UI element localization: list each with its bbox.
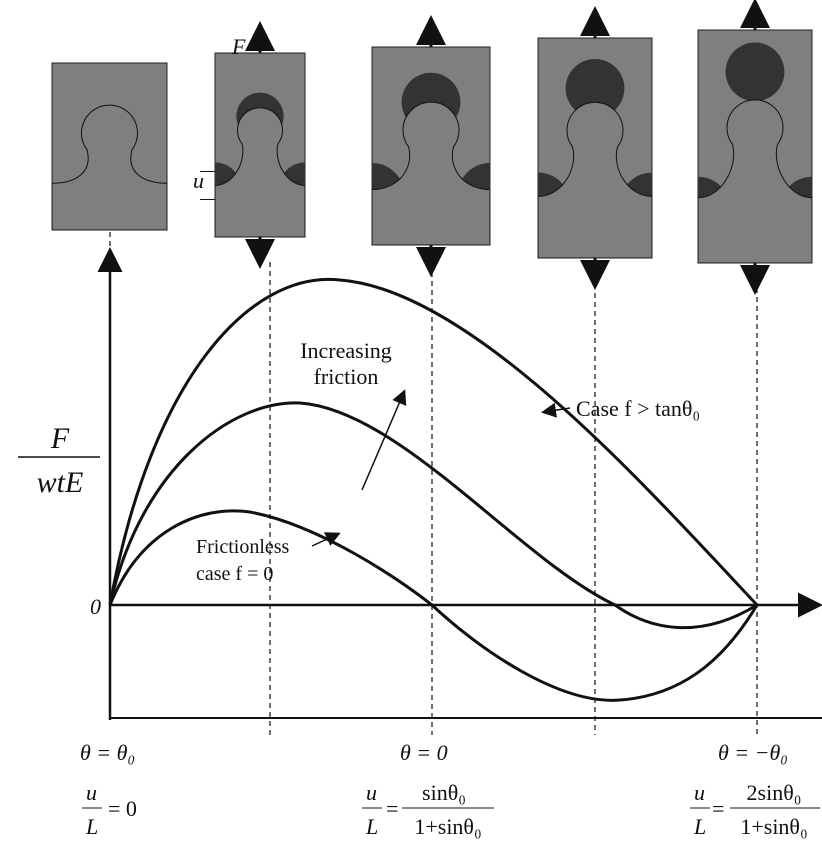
frac-rhs: = 0 <box>108 796 137 821</box>
u-label: u <box>193 168 204 193</box>
panel <box>52 63 167 230</box>
panel-inner <box>189 93 331 237</box>
frac-num: u <box>366 780 377 805</box>
equals: = <box>386 796 398 821</box>
panel-inner <box>506 59 684 258</box>
theta-label: θ = 0 <box>400 740 448 765</box>
x-label-0: θ = θ₀ u L = 0 <box>80 740 137 839</box>
frac-den: 1+sinθ₀ <box>740 814 807 839</box>
theta-label: θ = −θ₀ <box>718 740 788 765</box>
theta-label: θ = θ₀ <box>80 740 135 765</box>
panel-inner <box>340 73 522 245</box>
panel <box>506 12 684 284</box>
diagram: F wtE 0 F u Increasing friction Case f >… <box>0 0 822 844</box>
x-label-2: θ = −θ₀ u L = 2sinθ₀ 1+sinθ₀ <box>690 740 820 839</box>
annotation: Frictionless <box>196 536 290 558</box>
arrow <box>362 392 404 490</box>
origin-label: 0 <box>90 594 101 619</box>
frac-den: L <box>693 814 706 839</box>
frac-den: L <box>85 814 98 839</box>
x-label-1: θ = 0 u L = sinθ₀ 1+sinθ₀ <box>362 740 494 839</box>
annotation: Case f > tanθ₀ <box>576 396 700 421</box>
frac-num: 2sinθ₀ <box>747 780 802 805</box>
frac-num: u <box>694 780 705 805</box>
annotation: friction <box>314 364 379 389</box>
annotation: Increasing <box>300 338 392 363</box>
force-label: F <box>231 34 246 59</box>
frac-num: u <box>86 780 97 805</box>
y-label-num: F <box>50 422 70 455</box>
annotation: case f = 0 <box>196 563 273 585</box>
frac-num: sinθ₀ <box>422 780 466 805</box>
guides <box>110 232 757 735</box>
equals: = <box>712 796 724 821</box>
panels <box>52 4 822 289</box>
panel <box>666 4 822 289</box>
axes <box>110 252 822 720</box>
panel <box>340 21 522 271</box>
y-label-den: wtE <box>37 466 84 499</box>
panel <box>189 27 331 263</box>
dark-region <box>726 42 785 101</box>
frac-den: L <box>365 814 378 839</box>
frac-den: 1+sinθ₀ <box>414 814 481 839</box>
curve-mid-friction <box>110 403 757 628</box>
